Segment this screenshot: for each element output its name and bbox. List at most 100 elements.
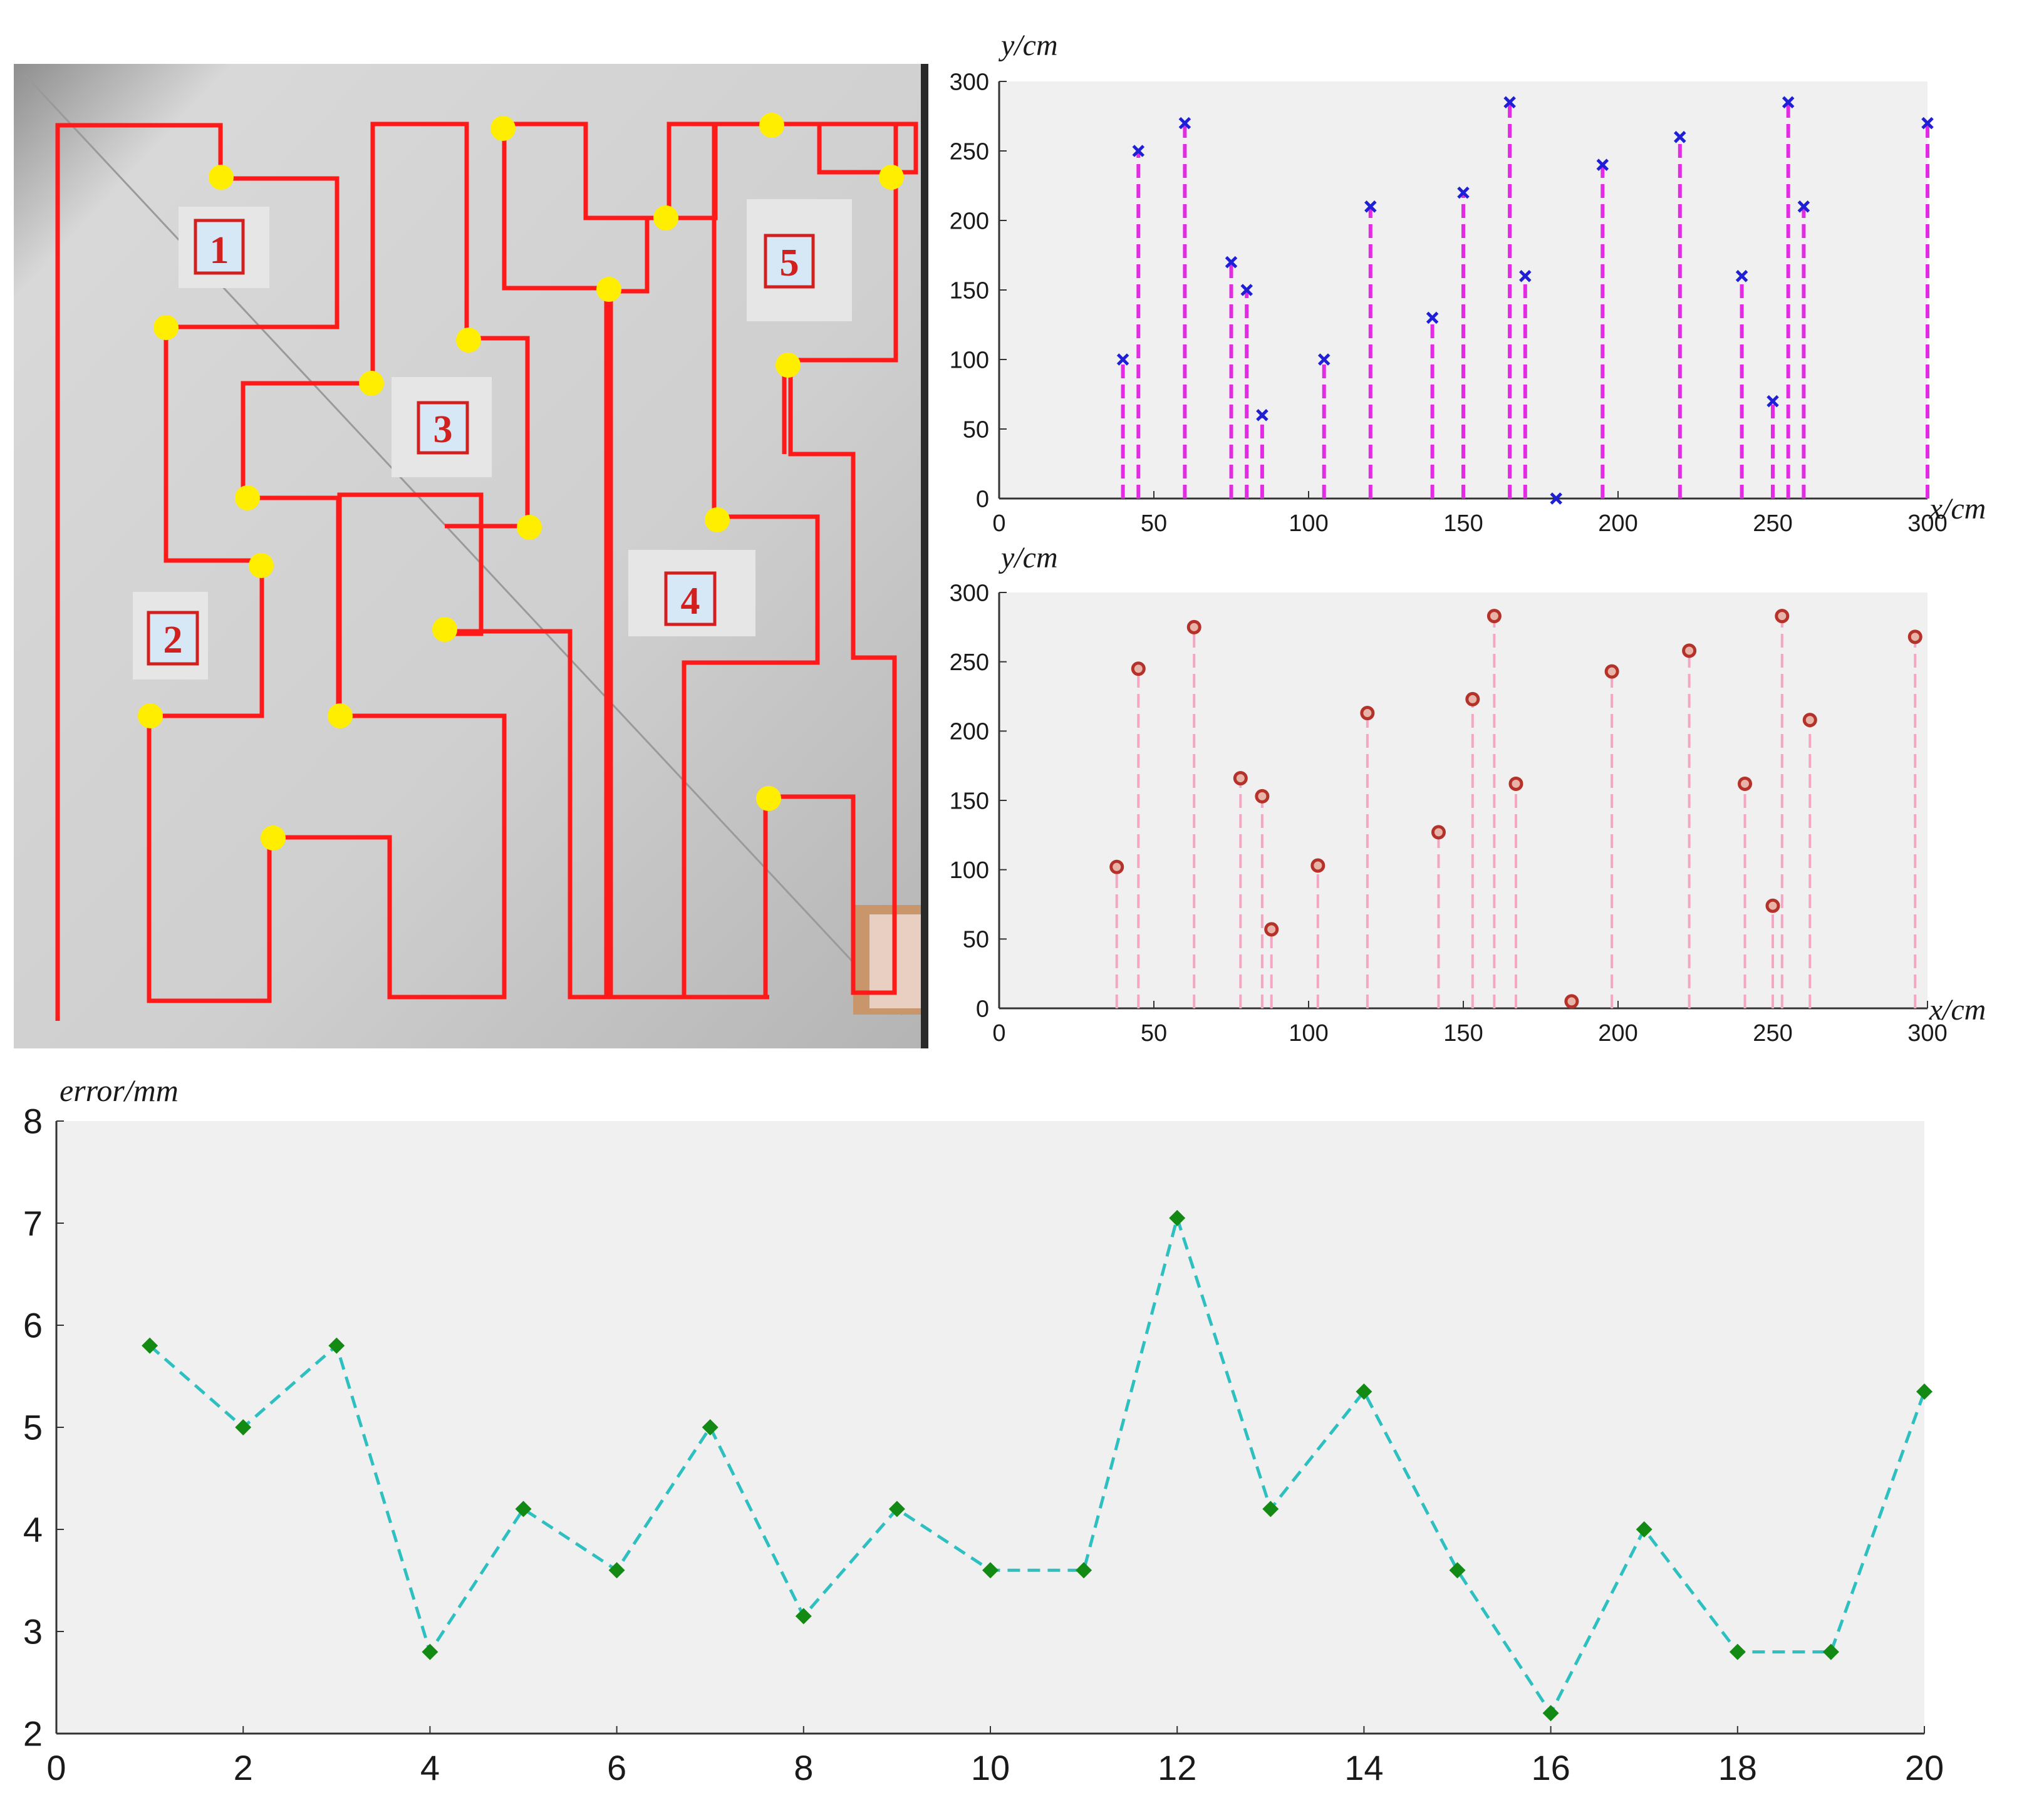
y-tick-label: 150 (950, 788, 989, 814)
data-point (1542, 1705, 1559, 1722)
data-point (1782, 96, 1795, 109)
x-axis-title: x/cm (1929, 993, 1986, 1026)
marker-stroke (1240, 284, 1253, 296)
y-tick-label: 5 (23, 1408, 43, 1447)
maze-photo: 1 2 3 4 5 (14, 64, 928, 1048)
data-point (1508, 776, 1523, 791)
data-point (1738, 776, 1753, 791)
y-tick-label: 3 (23, 1612, 43, 1652)
data-point (1426, 311, 1439, 324)
marker-stroke (1116, 353, 1129, 366)
x-tick-label: 6 (607, 1748, 626, 1787)
y-tick-label: 8 (23, 1102, 43, 1141)
x-tick-label: 150 (1443, 510, 1483, 537)
data-point (1256, 409, 1269, 421)
marker-stroke (1519, 270, 1532, 282)
y-tick-label: 2 (23, 1714, 43, 1754)
x-tick-label: 50 (1141, 1020, 1167, 1047)
data-point (1131, 661, 1146, 676)
y-tick-label: 7 (23, 1204, 43, 1243)
x-tick-label: 4 (420, 1748, 440, 1787)
marker-stroke (1797, 200, 1810, 213)
marker-stroke (1503, 96, 1516, 109)
data-point (1255, 788, 1270, 804)
data-point (1735, 270, 1748, 282)
data-point (795, 1608, 812, 1625)
data-point (1674, 131, 1686, 143)
x-tick-label: 300 (1907, 510, 1947, 537)
y-tick-label: 200 (950, 719, 989, 745)
chart-1: 0 50 100 150 200 250 300050100150200250300x/cm… (950, 29, 1986, 537)
data-point (1797, 200, 1810, 213)
marker-stroke (1225, 256, 1238, 269)
box-markers: 1 2 3 4 5 (133, 199, 852, 680)
data-point (1503, 96, 1516, 109)
data-point (1364, 200, 1377, 213)
data-point (608, 1562, 625, 1579)
marker-stroke (1550, 492, 1562, 505)
data-point (702, 1419, 719, 1435)
y-tick-label: 6 (23, 1306, 43, 1345)
data-point (1457, 186, 1470, 199)
data-point (1431, 825, 1446, 840)
x-tick-label: 250 (1753, 510, 1792, 537)
data-point (1916, 1383, 1933, 1400)
x-tick-label: 100 (1289, 1020, 1328, 1047)
marker-stroke (1426, 311, 1439, 324)
charts: 0 50 100 150 200 250 300050100150200250300x/cm… (23, 29, 1986, 1787)
data-point (1767, 395, 1779, 408)
data-point (1564, 994, 1579, 1009)
data-point (515, 1501, 532, 1518)
data-point (888, 1501, 905, 1518)
marker-stroke (1782, 96, 1795, 109)
y-tick-label: 150 (950, 277, 989, 304)
floor-seam (24, 74, 903, 1016)
y-tick-label: 300 (950, 580, 989, 606)
x-tick-label: 8 (794, 1748, 813, 1787)
data-point (1465, 691, 1480, 706)
data-point (1169, 1209, 1186, 1226)
box-label-3: 3 (433, 408, 453, 451)
y-axis-title: y/cm (998, 541, 1058, 574)
data-point (1519, 270, 1532, 282)
marker-stroke (1457, 186, 1470, 199)
x-axis-title: x/cm (1929, 492, 1986, 525)
x-tick-label: 14 (1344, 1748, 1383, 1787)
data-point (1765, 898, 1780, 913)
box-label-2: 2 (163, 619, 183, 661)
data-point (328, 1337, 345, 1354)
data-point (1262, 1501, 1279, 1518)
x-tick-label: 200 (1598, 510, 1637, 537)
x-tick-label: 10 (971, 1748, 1010, 1787)
data-point (1178, 116, 1191, 130)
data-point (1604, 664, 1619, 679)
x-tick-label: 2 (234, 1748, 253, 1787)
marker-stroke (1674, 131, 1686, 143)
box-label-1: 1 (210, 229, 229, 272)
x-tick-label: 100 (1289, 510, 1328, 537)
marker-stroke (1317, 353, 1331, 366)
marker-stroke (1178, 116, 1191, 130)
data-point (982, 1562, 999, 1579)
data-point (1310, 858, 1326, 873)
y-axis-title: error/mm (60, 1073, 179, 1108)
y-tick-label: 300 (950, 69, 989, 95)
data-point (422, 1643, 438, 1660)
data-point (1449, 1562, 1466, 1579)
data-point (142, 1337, 158, 1354)
x-tick-label: 16 (1531, 1748, 1570, 1787)
photo-right-edge (921, 64, 928, 1048)
y-tick-label: 4 (23, 1510, 43, 1549)
chart-2: 0 50 100 150 200 250 300050100150200250300x/cm… (950, 541, 1986, 1047)
data-point (1636, 1521, 1652, 1538)
x-tick-label: 12 (1158, 1748, 1196, 1787)
marker-stroke (1256, 409, 1269, 421)
marker-stroke (1735, 270, 1748, 282)
y-tick-label: 50 (963, 927, 989, 953)
y-tick-label: 250 (950, 649, 989, 676)
series-line (148, 1212, 1926, 1717)
robot-base (853, 905, 921, 1015)
x-tick-label: 20 (1905, 1748, 1944, 1787)
data-point (1486, 609, 1502, 624)
